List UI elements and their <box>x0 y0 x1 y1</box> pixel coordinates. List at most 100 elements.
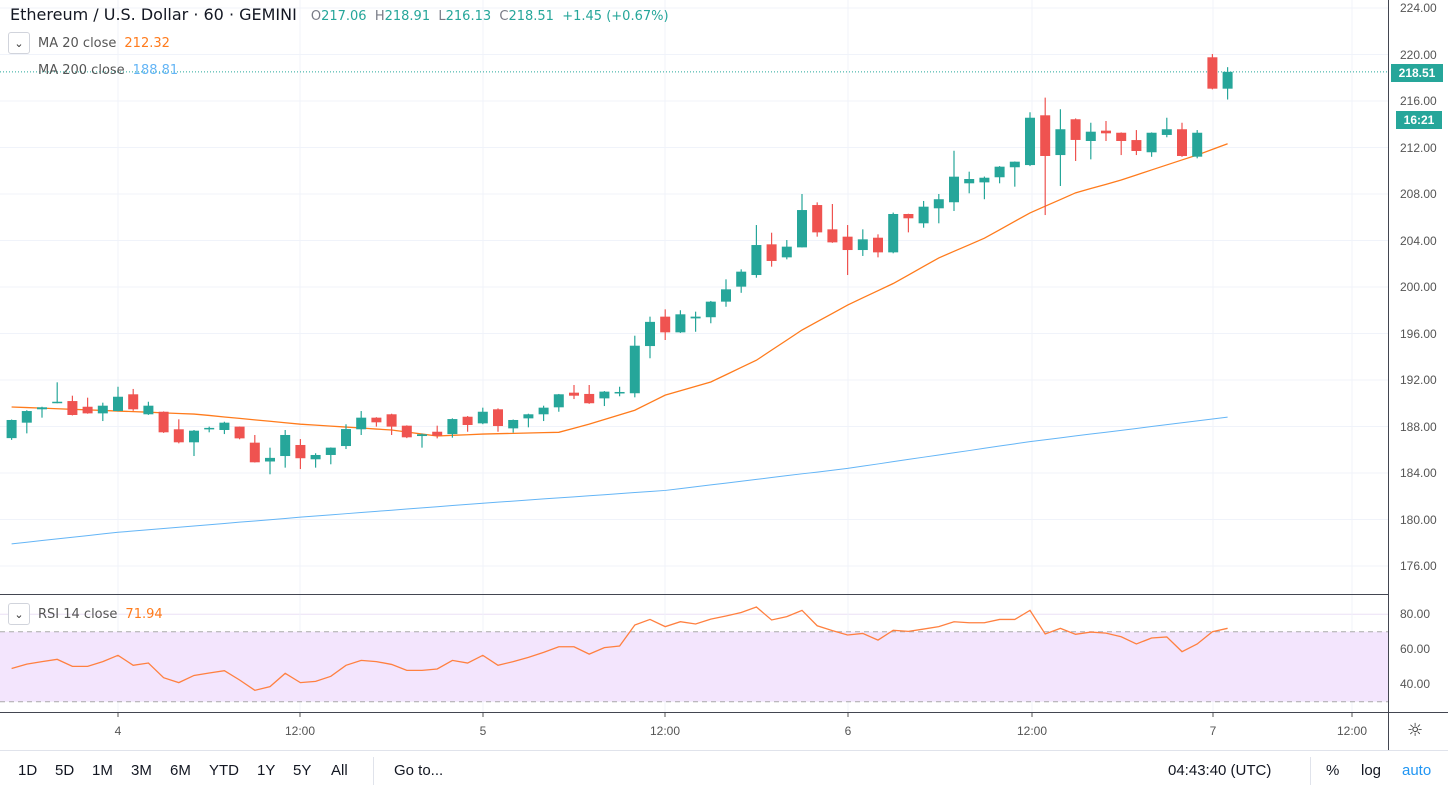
candle-body <box>265 457 275 462</box>
low-value: 216.13 <box>445 9 492 24</box>
candle-body <box>325 447 336 455</box>
candle-up <box>888 212 899 254</box>
candle-up <box>751 225 762 278</box>
candle-down <box>371 417 382 427</box>
candle-body <box>1131 140 1142 151</box>
candle-body <box>857 239 868 251</box>
candle-body <box>1070 119 1081 140</box>
chevron-down-icon[interactable]: ⌄ <box>8 32 30 54</box>
candle-body <box>371 417 382 423</box>
candle-down <box>1177 122 1187 157</box>
candle-body <box>97 405 108 414</box>
clock[interactable]: 04:43:40 (UTC) <box>1168 762 1272 779</box>
candle-up <box>204 426 215 433</box>
candle-down <box>1101 120 1111 141</box>
range-button-1d[interactable]: 1D <box>18 762 38 779</box>
range-button-5y[interactable]: 5Y <box>293 762 312 779</box>
range-button-ytd[interactable]: YTD <box>209 762 239 779</box>
range-button-1y[interactable]: 1Y <box>257 762 276 779</box>
candle-down <box>873 234 883 258</box>
candle-body <box>827 229 838 243</box>
candle-body <box>1101 130 1111 134</box>
candle-body <box>113 396 123 412</box>
open-value: 217.06 <box>321 9 367 24</box>
candle-body <box>812 205 823 233</box>
time-tick: 12:00 <box>284 724 316 738</box>
price-tick: 184.00 <box>1400 466 1437 480</box>
candle-body <box>675 314 686 333</box>
candle-body <box>1222 71 1233 89</box>
candle-body <box>52 401 63 404</box>
candle-up <box>964 171 975 194</box>
candle-body <box>432 431 443 436</box>
candle-up <box>97 402 108 422</box>
candle-body <box>660 316 671 333</box>
symbol-title[interactable]: Ethereum / U.S. Dollar · 60 · GEMINI <box>10 5 297 24</box>
candle-down <box>295 439 306 470</box>
price-tick: 188.00 <box>1400 419 1437 434</box>
candle-body <box>918 206 929 224</box>
candle-down <box>234 426 245 440</box>
range-button-6m[interactable]: 6M <box>170 762 191 779</box>
goto-button[interactable]: Go to... <box>394 762 444 779</box>
candle-up <box>325 447 336 465</box>
low-label: L <box>438 9 446 24</box>
candle-down <box>584 384 595 404</box>
range-button-1m[interactable]: 1M <box>92 762 113 779</box>
candle-down <box>812 202 823 237</box>
ma20-value: 212.32 <box>124 35 170 51</box>
candle-body <box>249 442 260 463</box>
candle-body <box>629 345 640 394</box>
candle-up <box>781 240 792 260</box>
candle-body <box>295 444 306 459</box>
chevron-down-icon[interactable]: ⌄ <box>8 603 30 625</box>
percent-toggle[interactable]: % <box>1326 762 1340 779</box>
time-tick: 12:00 <box>1336 724 1368 738</box>
candle-up <box>280 429 291 468</box>
candle-up <box>37 406 47 418</box>
rsi-label[interactable]: RSI 14 close <box>38 606 118 622</box>
countdown-tag: 16:21 <box>1396 111 1442 129</box>
candle-body <box>979 177 990 183</box>
chart-canvas[interactable] <box>0 0 1448 750</box>
gear-icon[interactable]: ☼ <box>1407 720 1424 741</box>
candle-up <box>857 229 868 256</box>
close-label: C <box>499 9 509 24</box>
range-button-3m[interactable]: 3M <box>131 762 152 779</box>
candle-down <box>173 419 184 444</box>
candle-body <box>1116 132 1127 141</box>
log-toggle[interactable]: log <box>1361 762 1382 779</box>
ma20-line <box>11 143 1228 437</box>
candle-down <box>660 309 671 341</box>
open-label: O <box>310 9 322 24</box>
candle-body <box>553 394 564 408</box>
price-tick: 216.00 <box>1400 94 1437 108</box>
rsi-value: 71.94 <box>125 606 163 622</box>
candle-up <box>6 419 17 440</box>
candle-body <box>386 414 397 427</box>
candle-down <box>1116 132 1127 156</box>
candle-down <box>1207 54 1218 90</box>
candle-up <box>705 300 716 324</box>
ma20-label[interactable]: MA 20 close <box>38 35 117 51</box>
candle-body <box>189 430 199 443</box>
candle-body <box>341 429 351 447</box>
range-button-5d[interactable]: 5D <box>55 762 75 779</box>
price-tick: 208.00 <box>1400 187 1437 201</box>
candle-body <box>82 406 93 414</box>
candle-body <box>21 411 32 423</box>
auto-toggle[interactable]: auto <box>1402 762 1432 779</box>
candle-up <box>979 176 990 200</box>
candle-up <box>721 279 731 307</box>
price-tick: 224.00 <box>1400 1 1437 15</box>
ma20-legend: ⌄ MA 20 close 212.32 <box>8 32 170 54</box>
candle-body <box>143 405 154 415</box>
candle-up <box>1146 132 1157 157</box>
candle-down <box>67 395 78 416</box>
range-button-all[interactable]: All <box>331 762 348 779</box>
symbol-legend: Ethereum / U.S. Dollar · 60 · GEMINI O21… <box>10 5 669 24</box>
ma200-label[interactable]: MA 200 close <box>38 63 125 78</box>
last-price-tag: 218.51 <box>1391 64 1443 82</box>
time-tick: 6 <box>844 724 852 738</box>
time-tick: 5 <box>479 724 487 738</box>
